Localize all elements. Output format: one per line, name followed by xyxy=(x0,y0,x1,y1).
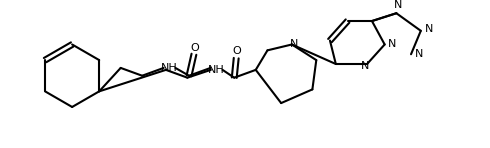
Text: N: N xyxy=(388,40,397,49)
Text: N: N xyxy=(424,24,433,34)
Text: N: N xyxy=(290,38,298,49)
Text: NH: NH xyxy=(208,65,225,75)
Text: N: N xyxy=(361,61,369,71)
Text: N: N xyxy=(394,0,402,10)
Text: O: O xyxy=(191,43,199,53)
Text: NH: NH xyxy=(161,63,178,73)
Text: O: O xyxy=(233,46,242,56)
Text: N: N xyxy=(415,49,423,59)
